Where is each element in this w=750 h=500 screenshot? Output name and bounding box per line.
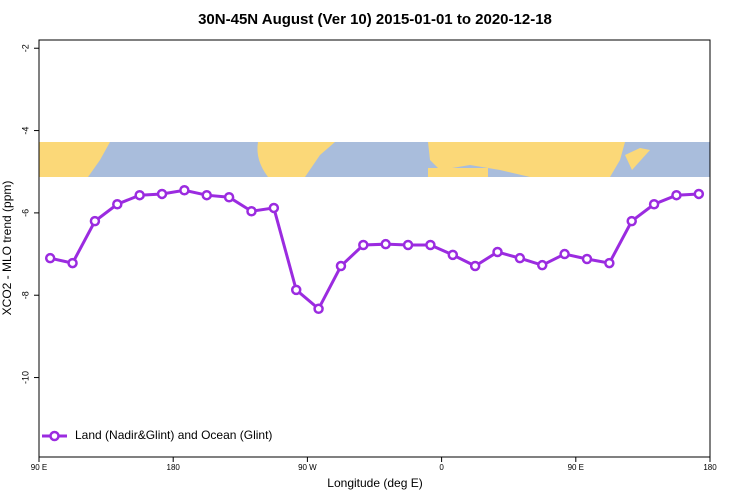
land [39,142,84,177]
land [257,142,335,177]
data-point [290,284,302,296]
plot-frame [38,39,711,458]
x-axis-label: Longitude (deg E) [327,476,422,490]
data-point [693,188,705,200]
data-point [604,257,615,269]
data-point [425,239,436,251]
data-point [648,198,660,210]
data-point [380,238,391,250]
x-tick-label: 0 [439,463,444,472]
data-point [179,185,190,196]
data-point [89,215,101,227]
data-point [358,239,369,251]
data-point [246,205,257,217]
data-point [514,252,526,264]
data-point [44,252,56,264]
data-point [201,189,212,201]
data-point [156,188,168,200]
data-point [112,198,123,210]
data-point [537,259,548,271]
land [84,142,110,177]
y-tick-label: -4 [20,127,30,135]
y-tick-label: -2 [20,44,30,52]
data-line [49,188,699,312]
y-tick-label: -8 [20,291,30,299]
data-point [671,189,682,201]
x-tick-label: 90 E [31,463,47,472]
land [428,142,625,177]
land [428,168,488,177]
y-tick-label: -6 [20,209,30,217]
x-tick-label: 180 [703,463,717,472]
x-tick-label: 180 [167,463,181,472]
data-point [447,249,459,261]
data-point [469,260,481,272]
data-point [67,257,78,269]
data-point [134,189,145,201]
data-point [492,246,503,258]
data-point [581,253,593,265]
data-point [559,248,570,260]
chart-title: 30N-45N August (Ver 10) 2015-01-01 to 20… [198,11,552,28]
x-tick-label: 90 W [298,463,317,472]
y-axis-label: XCO2 - MLO trend (ppm) [0,181,14,316]
land [625,148,650,170]
data-point [402,239,414,251]
map-strip [39,142,710,177]
data-point [268,202,280,214]
x-tick-label: 90 E [568,463,584,472]
y-tick-label: -10 [20,371,30,384]
data-point [223,191,235,203]
data-point [335,260,347,272]
data-point [313,303,324,315]
legend-marker [49,430,60,442]
data-point [626,215,637,227]
legend-label: Land (Nadir&Glint) and Ocean (Glint) [75,428,272,442]
